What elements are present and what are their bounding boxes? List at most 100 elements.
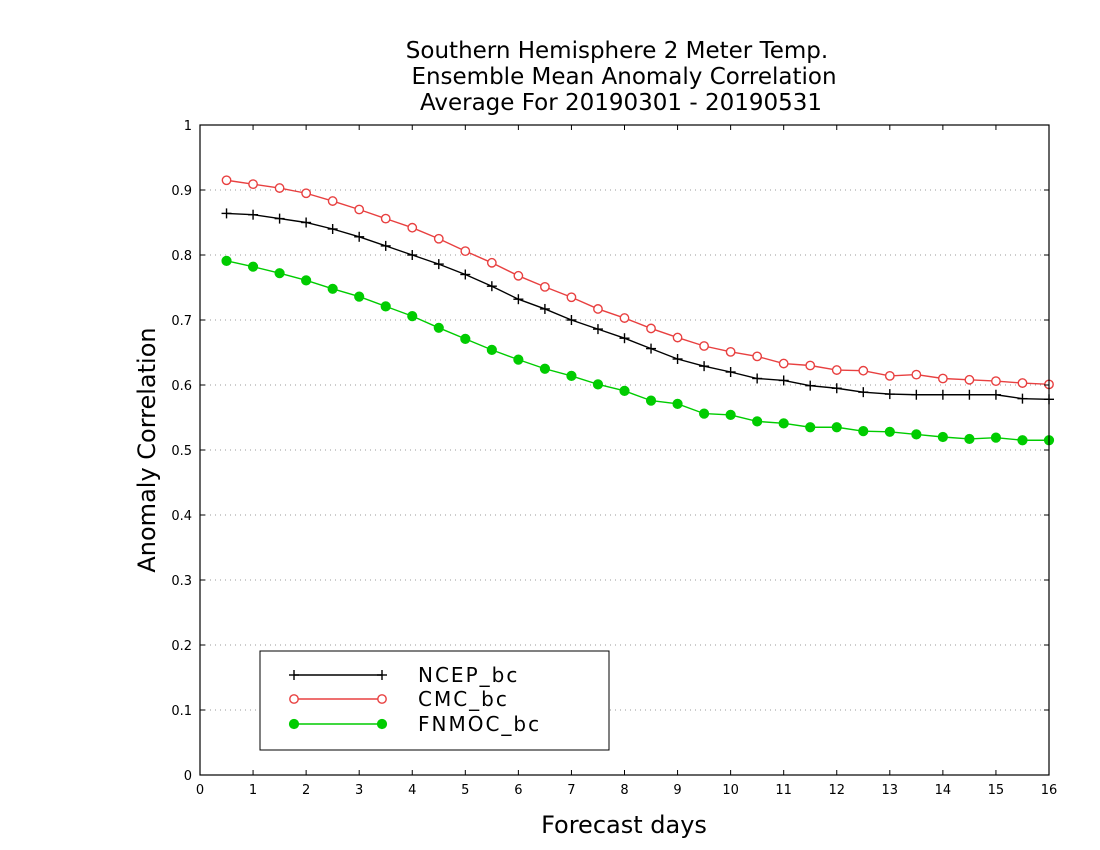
series-FNMOC_bc (221, 255, 1055, 446)
point-NCEP_bc-5 (354, 231, 365, 242)
point-CMC_bc-9 (460, 246, 471, 257)
point-CMC_bc-26 (911, 369, 922, 380)
legend-marker-start-1 (289, 694, 299, 704)
x-tick-label-7: 7 (567, 783, 575, 798)
point-NCEP_bc-12 (539, 303, 550, 314)
point-NCEP_bc-30 (1017, 393, 1028, 404)
x-tick-label-9: 9 (673, 783, 681, 798)
point-FNMOC_bc-6 (380, 301, 391, 312)
y-tick-label-0: 0 (184, 769, 192, 784)
y-tick-label-7: 0.7 (171, 314, 192, 329)
point-NCEP_bc-17 (672, 354, 683, 364)
point-CMC_bc-5 (354, 204, 365, 215)
point-FNMOC_bc-29 (990, 432, 1002, 443)
legend-marker-end-0 (377, 670, 387, 680)
point-NCEP_bc-29 (990, 389, 1001, 400)
point-FNMOC_bc-0 (221, 255, 232, 266)
point-CMC_bc-4 (327, 196, 338, 206)
point-CMC_bc-7 (407, 222, 418, 233)
x-tick-label-0: 0 (196, 783, 204, 798)
point-FNMOC_bc-4 (327, 283, 338, 294)
x-tick-label-6: 6 (514, 783, 522, 798)
point-FNMOC_bc-30 (1017, 435, 1028, 446)
point-NCEP_bc-8 (433, 259, 444, 270)
legend-entry-FNMOC_bc: FNMOC_bc (288, 712, 541, 736)
point-CMC_bc-18 (699, 341, 709, 351)
point-CMC_bc-10 (486, 257, 497, 268)
series-line-FNMOC_bc (226, 260, 1049, 441)
point-FNMOC_bc-17 (672, 398, 683, 409)
point-FNMOC_bc-9 (460, 333, 471, 344)
point-FNMOC_bc-7 (407, 311, 418, 322)
x-tick-label-10: 10 (722, 783, 739, 798)
point-FNMOC_bc-2 (274, 268, 285, 279)
point-CMC_bc-20 (752, 351, 763, 362)
chart-title: Southern Hemisphere 2 Meter Temp. Ensemb… (406, 38, 837, 116)
point-NCEP_bc-27 (937, 389, 948, 400)
series-line-CMC_bc (226, 179, 1050, 386)
point-NCEP_bc-26 (911, 389, 922, 400)
point-NCEP_bc-4 (327, 224, 338, 234)
y-tick-label-8: 0.8 (171, 249, 192, 264)
point-FNMOC_bc-10 (486, 344, 497, 355)
point-CMC_bc-1 (248, 179, 258, 190)
point-NCEP_bc-3 (301, 217, 312, 228)
point-CMC_bc-0 (221, 175, 232, 186)
x-tick-label-3: 3 (355, 783, 363, 798)
point-FNMOC_bc-5 (354, 291, 365, 302)
point-CMC_bc-15 (619, 313, 630, 323)
point-NCEP_bc-21 (778, 375, 789, 386)
legend-marker-start-2 (288, 718, 300, 730)
x-tick-label-16: 16 (1041, 783, 1058, 798)
point-NCEP_bc-9 (460, 269, 471, 280)
y-tick-label-1: 0.1 (171, 704, 192, 719)
point-CMC_bc-17 (672, 332, 683, 343)
point-FNMOC_bc-18 (698, 408, 710, 419)
x-tick-label-13: 13 (882, 783, 899, 798)
point-FNMOC_bc-28 (964, 433, 975, 445)
y-tick-label-3: 0.3 (171, 574, 192, 589)
legend-label-1: CMC_bc (418, 687, 509, 711)
y-axis: 0 0.1 0.2 0.3 0.4 0.5 0.6 0.7 0.8 0.9 1 (171, 119, 1049, 784)
legend-marker-start-0 (289, 670, 299, 680)
legend-label-2: FNMOC_bc (418, 712, 541, 736)
point-CMC_bc-21 (778, 358, 789, 369)
point-FNMOC_bc-22 (805, 422, 816, 433)
point-NCEP_bc-11 (513, 294, 524, 305)
x-tick-label-11: 11 (775, 783, 792, 798)
point-FNMOC_bc-13 (566, 370, 577, 381)
point-CMC_bc-19 (725, 346, 736, 357)
x-tick-label-2: 2 (302, 783, 310, 798)
point-NCEP_bc-0 (221, 208, 232, 219)
point-CMC_bc-29 (991, 376, 1001, 386)
point-CMC_bc-24 (858, 365, 869, 376)
point-FNMOC_bc-26 (911, 429, 922, 440)
point-FNMOC_bc-23 (831, 422, 842, 433)
legend-box (259, 650, 610, 751)
point-NCEP_bc-10 (486, 281, 497, 292)
point-FNMOC_bc-8 (433, 322, 444, 333)
point-NCEP_bc-24 (858, 387, 869, 398)
point-NCEP_bc-2 (274, 213, 285, 224)
x-tick-label-14: 14 (935, 783, 952, 798)
y-tick-label-2: 0.2 (171, 639, 192, 654)
point-FNMOC_bc-20 (752, 416, 763, 427)
point-CMC_bc-11 (513, 270, 524, 281)
point-FNMOC_bc-1 (247, 261, 259, 272)
series-CMC_bc (221, 175, 1054, 390)
y-tick-label-4: 0.4 (171, 509, 192, 524)
title-line-1: Southern Hemisphere 2 Meter Temp. (406, 38, 828, 64)
series-NCEP_bc (221, 208, 1054, 405)
point-FNMOC_bc-19 (725, 409, 736, 420)
y-tick-label-6: 0.6 (171, 379, 192, 394)
y-axis-label: Anomaly Correlation (133, 327, 161, 572)
point-CMC_bc-6 (380, 213, 391, 224)
y-tick-label-9: 0.9 (171, 184, 192, 199)
x-tick-label-4: 4 (408, 783, 416, 798)
point-NCEP_bc-1 (248, 209, 259, 220)
legend-marker-end-2 (376, 718, 388, 730)
point-CMC_bc-27 (937, 373, 948, 384)
point-CMC_bc-28 (964, 374, 975, 385)
x-tick-label-1: 1 (249, 783, 257, 798)
